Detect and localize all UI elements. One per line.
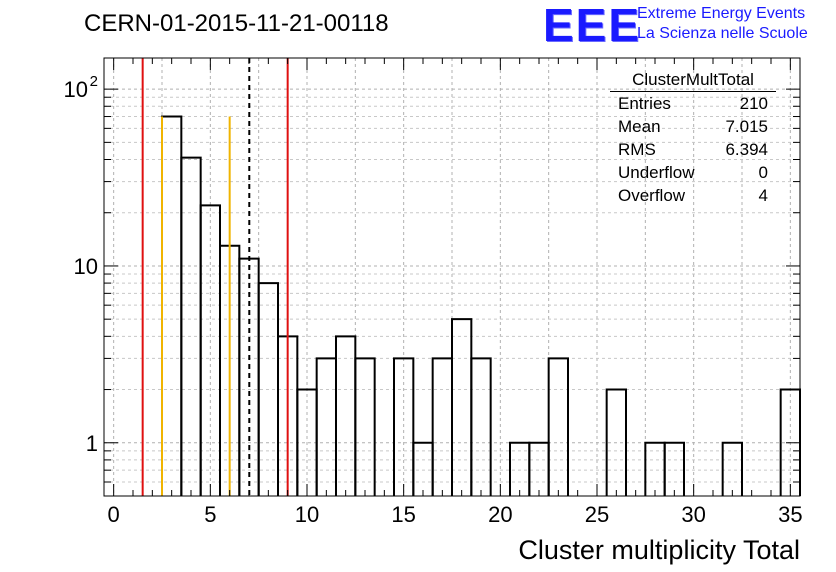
histogram-bin bbox=[354, 357, 376, 496]
page-title: CERN-01-2015-11-21-00118 bbox=[84, 10, 389, 37]
stats-value: 4 bbox=[758, 186, 768, 205]
histogram-bin bbox=[470, 357, 492, 496]
y-tick-label: 10 bbox=[74, 254, 98, 279]
x-tick-label: 5 bbox=[204, 502, 216, 527]
x-tick-label: 35 bbox=[778, 502, 802, 527]
histogram-bin bbox=[315, 357, 337, 496]
histogram-bin bbox=[180, 156, 202, 496]
stats-label: RMS bbox=[618, 140, 656, 159]
histogram-bin bbox=[451, 318, 473, 496]
histogram-bin bbox=[721, 441, 743, 496]
histogram-bin bbox=[199, 204, 221, 496]
histogram-bin bbox=[161, 115, 183, 496]
x-tick-label: 25 bbox=[585, 502, 609, 527]
histogram-bin bbox=[644, 441, 666, 496]
stats-row-rms: RMS 6.394 bbox=[610, 138, 776, 161]
stats-value: 0 bbox=[758, 163, 768, 182]
histogram-bin bbox=[547, 357, 569, 496]
logo-mark: EEE bbox=[543, 0, 642, 51]
x-tick-label: 30 bbox=[681, 502, 705, 527]
x-tick-label: 15 bbox=[391, 502, 415, 527]
stats-row-entries: Entries 210 bbox=[610, 92, 776, 115]
stats-value: 210 bbox=[739, 94, 768, 113]
plot-frame bbox=[103, 57, 801, 497]
histogram-bin bbox=[663, 441, 685, 496]
histogram-bin bbox=[605, 388, 627, 496]
y-tick-label: 10 bbox=[64, 77, 88, 102]
histogram-bin bbox=[335, 335, 357, 496]
x-axis-label: Cluster multiplicity Total bbox=[518, 535, 800, 565]
histogram-bin bbox=[431, 357, 453, 496]
histogram-bin bbox=[393, 357, 415, 496]
y-tick-exponent: 2 bbox=[90, 73, 98, 90]
x-tick-label: 0 bbox=[108, 502, 120, 527]
logo-line-2: La Scienza nelle Scuole bbox=[637, 25, 808, 42]
stats-label: Mean bbox=[618, 117, 661, 136]
stats-title: ClusterMultTotal bbox=[610, 70, 776, 92]
stats-label: Overflow bbox=[618, 186, 686, 205]
stats-value: 6.394 bbox=[725, 140, 768, 159]
x-tick-label: 20 bbox=[488, 502, 512, 527]
stats-label: Entries bbox=[618, 94, 671, 113]
stats-row-underflow: Underflow 0 bbox=[610, 161, 776, 184]
x-tick-label: 10 bbox=[295, 502, 319, 527]
logo-line-1: Extreme Energy Events bbox=[637, 5, 806, 22]
stats-value: 7.015 bbox=[725, 117, 768, 136]
stats-row-overflow: Overflow 4 bbox=[610, 184, 776, 207]
stats-box: ClusterMultTotal Entries 210 Mean 7.015 … bbox=[610, 70, 776, 207]
stats-row-mean: Mean 7.015 bbox=[610, 115, 776, 138]
stats-label: Underflow bbox=[618, 163, 695, 182]
y-tick-label: 1 bbox=[86, 431, 98, 456]
